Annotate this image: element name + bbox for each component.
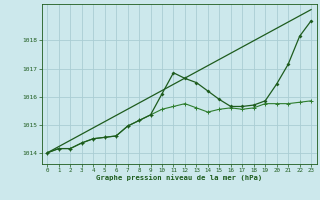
X-axis label: Graphe pression niveau de la mer (hPa): Graphe pression niveau de la mer (hPa) xyxy=(96,175,262,181)
